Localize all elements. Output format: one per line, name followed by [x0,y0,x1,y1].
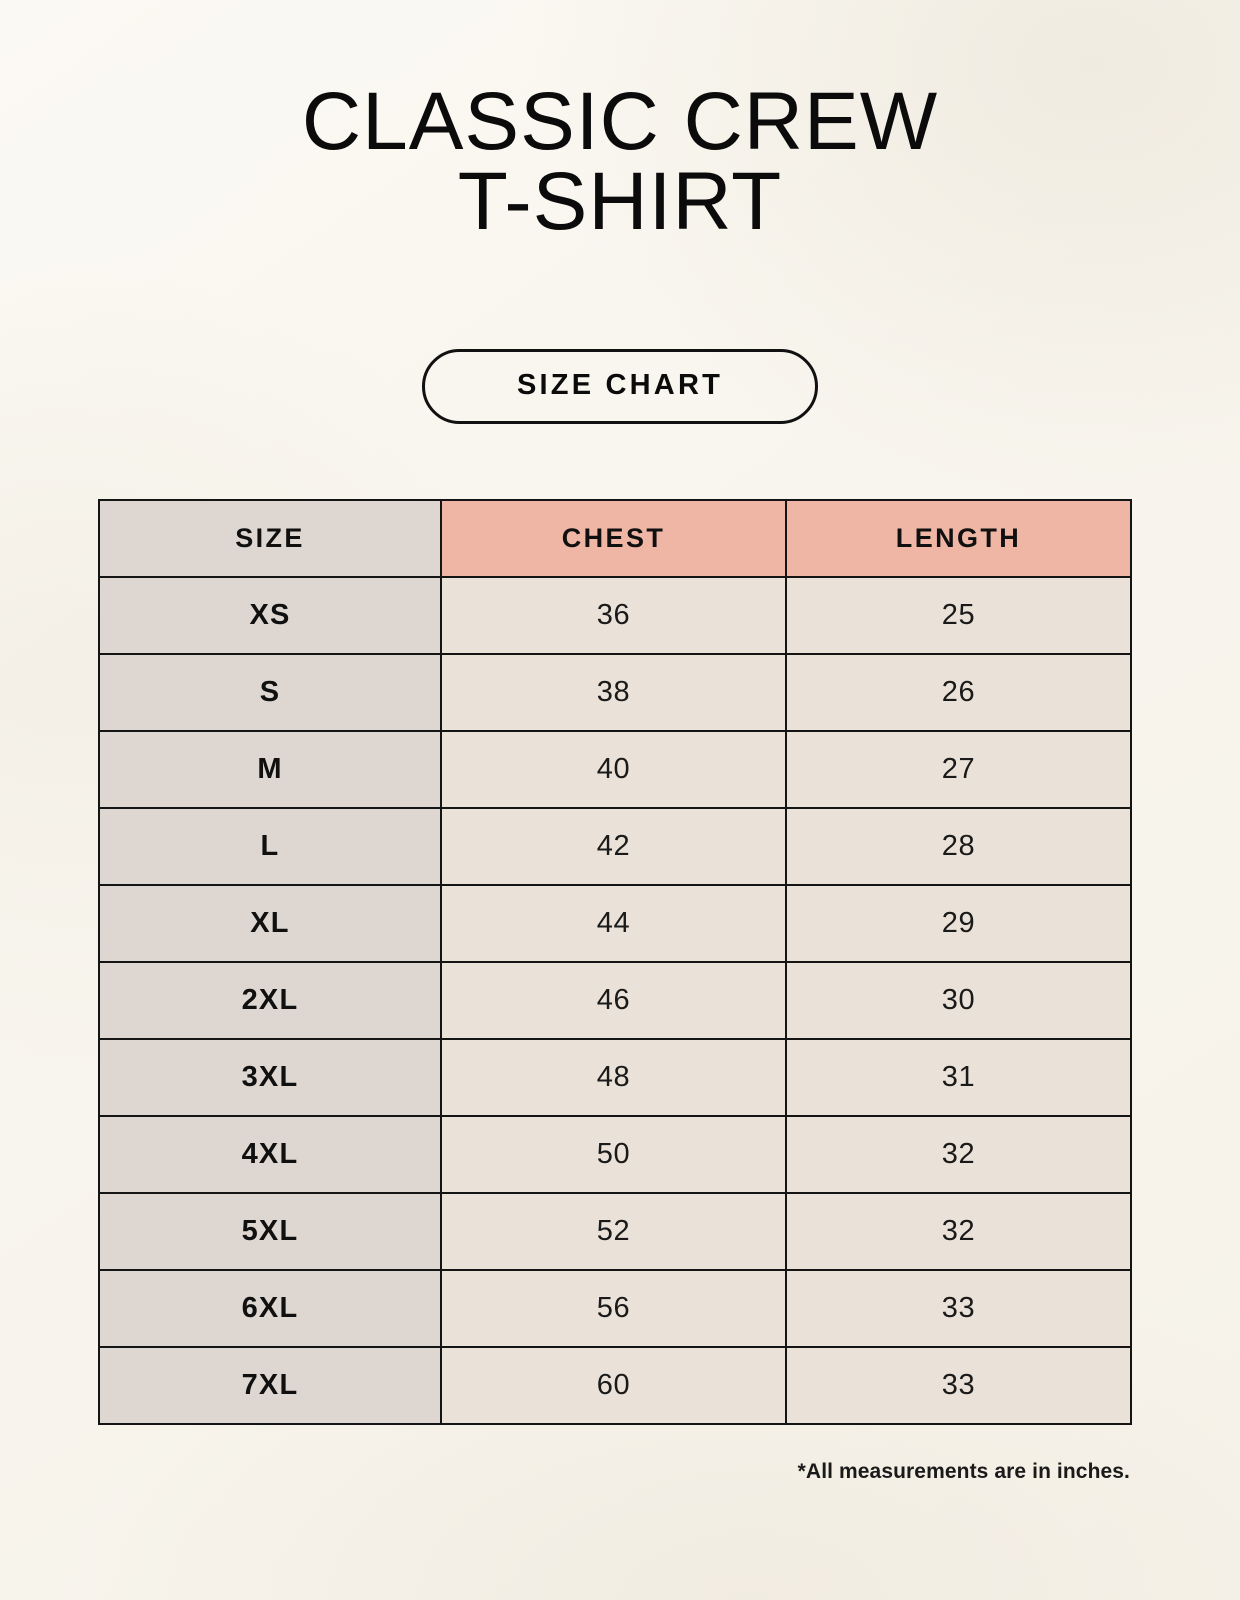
cell-size: 6XL [98,1269,442,1348]
page-title: CLASSIC CREW T-SHIRT [301,76,939,247]
badge-container: SIZE CHART [0,349,1240,424]
cell-chest: 52 [440,1192,787,1271]
cell-size: S [98,653,442,732]
table-row: 6XL 56 33 [98,1269,1132,1348]
cell-size: L [98,807,442,886]
cell-length: 31 [785,1038,1132,1117]
column-header-size: SIZE [98,499,442,578]
table-body: XS 36 25 S 38 26 M 40 27 L 42 28 [98,576,1132,1425]
table-row: 4XL 50 32 [98,1115,1132,1194]
cell-size: XS [98,576,442,655]
cell-chest: 48 [440,1038,787,1117]
column-header-length: LENGTH [785,499,1132,578]
cell-size: 3XL [98,1038,442,1117]
table-row: 7XL 60 33 [98,1346,1132,1425]
cell-length: 29 [785,884,1132,963]
cell-chest: 50 [440,1115,787,1194]
table-row: L 42 28 [98,807,1132,886]
size-table-container: SIZE CHEST LENGTH XS 36 25 S 38 26 M [98,499,1132,1425]
table-header: SIZE CHEST LENGTH [98,499,1132,578]
cell-chest: 44 [440,884,787,963]
column-header-chest: CHEST [440,499,787,578]
cell-length: 27 [785,730,1132,809]
table-header-row: SIZE CHEST LENGTH [98,499,1132,578]
cell-length: 25 [785,576,1132,655]
size-chart-badge: SIZE CHART [422,349,818,424]
cell-chest: 60 [440,1346,787,1425]
table-row: M 40 27 [98,730,1132,809]
cell-chest: 46 [440,961,787,1040]
cell-size: 2XL [98,961,442,1040]
cell-length: 33 [785,1346,1132,1425]
table-row: S 38 26 [98,653,1132,732]
cell-length: 30 [785,961,1132,1040]
cell-chest: 38 [440,653,787,732]
cell-length: 26 [785,653,1132,732]
cell-length: 33 [785,1269,1132,1348]
table-row: XS 36 25 [98,576,1132,655]
cell-length: 32 [785,1192,1132,1271]
title-block: CLASSIC CREW T-SHIRT [0,76,1240,247]
cell-chest: 42 [440,807,787,886]
cell-chest: 36 [440,576,787,655]
cell-size: 7XL [98,1346,442,1425]
cell-chest: 56 [440,1269,787,1348]
cell-length: 32 [785,1115,1132,1194]
cell-size: XL [98,884,442,963]
cell-length: 28 [785,807,1132,886]
measurements-footnote: *All measurements are in inches. [797,1460,1130,1483]
table-row: 5XL 52 32 [98,1192,1132,1271]
table-row: 2XL 46 30 [98,961,1132,1040]
cell-size: M [98,730,442,809]
size-table: SIZE CHEST LENGTH XS 36 25 S 38 26 M [98,499,1132,1425]
table-row: 3XL 48 31 [98,1038,1132,1117]
table-row: XL 44 29 [98,884,1132,963]
cell-chest: 40 [440,730,787,809]
cell-size: 5XL [98,1192,442,1271]
cell-size: 4XL [98,1115,442,1194]
